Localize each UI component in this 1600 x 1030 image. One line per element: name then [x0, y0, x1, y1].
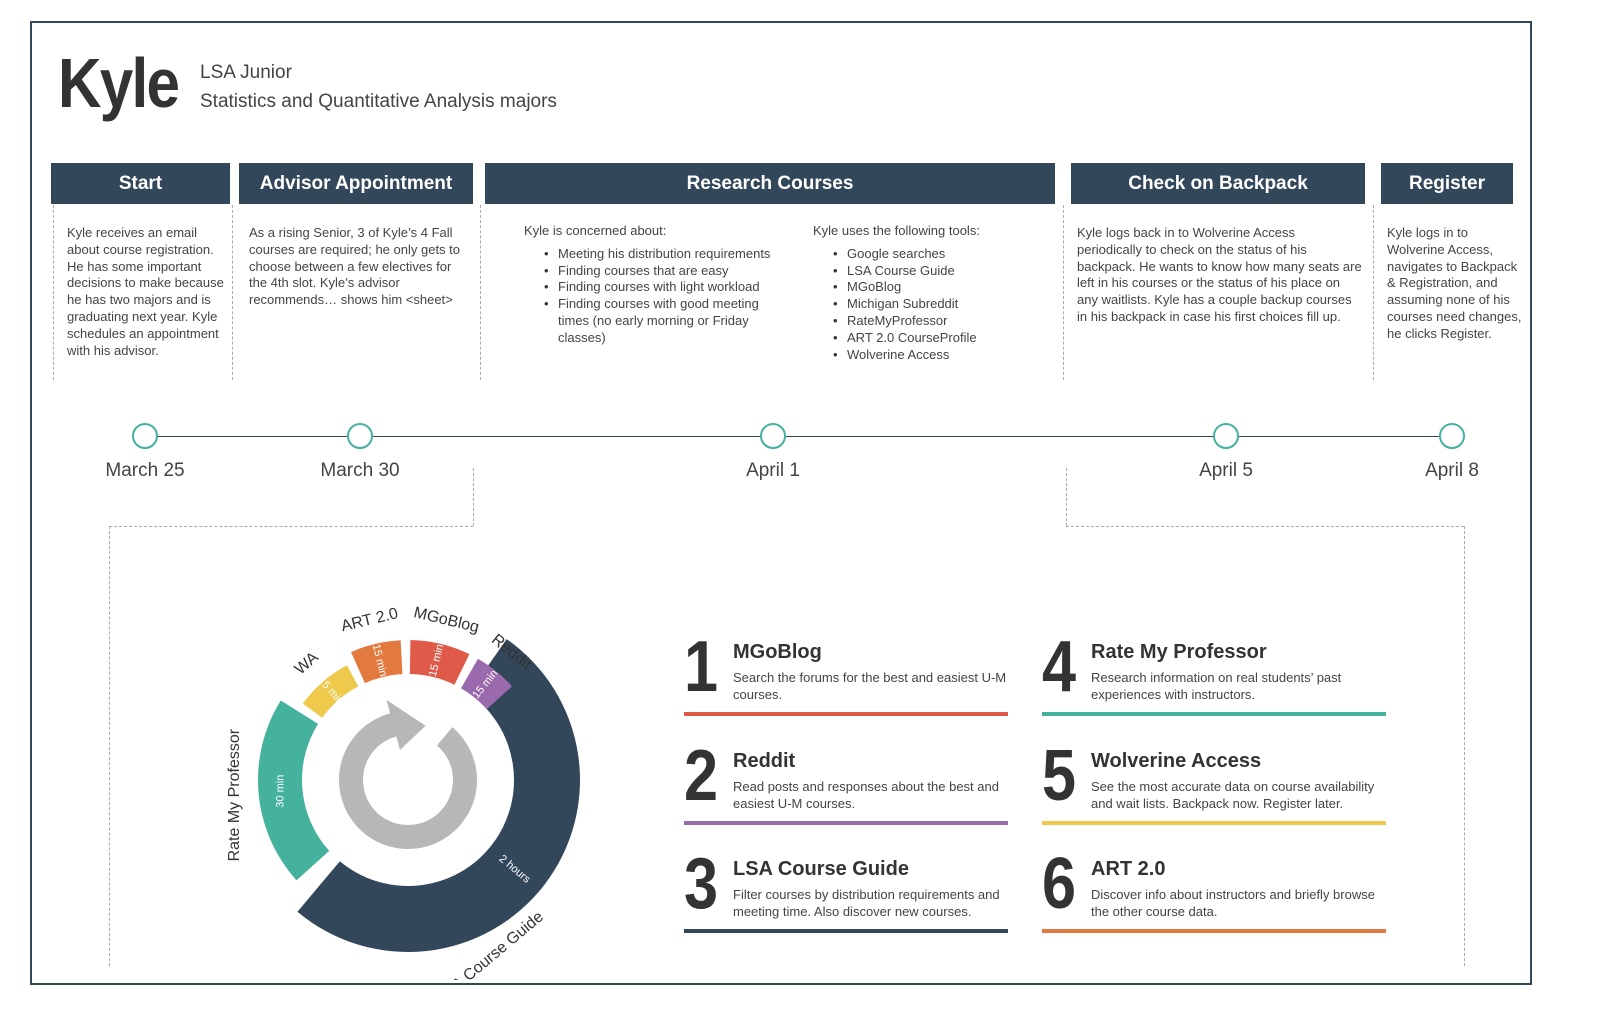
stage-description: Kyle logs back in to Wolverine Access pe… — [1077, 225, 1362, 324]
ring-segment-art-2-0 — [351, 640, 403, 684]
timeline-date: April 5 — [1199, 460, 1253, 481]
ring-segment-label: MGoBlog — [412, 604, 481, 636]
ring-segment-label: ART 2.0 — [339, 605, 400, 635]
resource-underline — [684, 929, 1008, 933]
stage-text-register: Kyle logs in to Wolverine Access, naviga… — [1373, 205, 1523, 380]
bracket-line — [1066, 468, 1067, 526]
timeline-date: March 25 — [105, 460, 185, 481]
ring-segment-wa — [302, 665, 359, 718]
resource-item-mgoblog: 1 MGoBlog Search the forums for the best… — [684, 631, 1008, 721]
timeline-node — [132, 423, 158, 449]
resource-item-art-2: 6 ART 2.0 Discover info about instructor… — [1042, 848, 1386, 938]
bracket-line — [109, 526, 473, 527]
resource-item-lsa-course-guide: 3 LSA Course Guide Filter courses by dis… — [684, 848, 1008, 938]
stage-header-backpack: Check on Backpack — [1071, 163, 1365, 204]
concerns-column: Kyle is concerned about: Meeting his dis… — [524, 205, 789, 347]
tool-item: Google searches — [833, 246, 1043, 263]
resource-item-reddit: 2 Reddit Read posts and responses about … — [684, 740, 1008, 830]
timeline-node — [1213, 423, 1239, 449]
ring-segment-duration: 30 min — [274, 775, 286, 808]
concern-item: Meeting his distribution requirements — [544, 246, 789, 263]
tool-item: LSA Course Guide — [833, 263, 1043, 280]
resource-description: Search the forums for the best and easie… — [733, 670, 1007, 702]
resource-title: Reddit — [733, 750, 796, 772]
bracket-line — [109, 526, 110, 966]
concern-item: Finding courses that are easy — [544, 263, 789, 280]
concern-item: Finding courses with good meeting times … — [544, 296, 789, 346]
ring-segment-lsa-course-guide — [297, 639, 580, 952]
stage-header-start: Start — [51, 163, 230, 204]
stage-header-advisor: Advisor Appointment — [239, 163, 473, 204]
bracket-line — [1464, 526, 1465, 966]
cycle-arrow-icon — [339, 712, 477, 849]
ring-segment-label: WA — [292, 649, 322, 679]
timeline-date: April 8 — [1425, 460, 1479, 481]
resource-item-wolverine-access: 5 Wolverine Access See the most accurate… — [1042, 740, 1386, 830]
persona-name: Kyle — [58, 44, 180, 122]
resource-number: 2 — [684, 736, 719, 816]
tools-column: Kyle uses the following tools: Google se… — [813, 205, 1043, 363]
tools-list: Google searchesLSA Course GuideMGoBlogMi… — [813, 246, 1043, 364]
resource-number: 5 — [1042, 736, 1077, 816]
resource-underline — [684, 821, 1008, 825]
ring-segment-label: Rate My Professor — [226, 728, 243, 861]
resource-description: Read posts and responses about the best … — [733, 779, 999, 811]
resource-underline — [684, 712, 1008, 716]
resource-number: 3 — [684, 844, 719, 924]
concerns-title: Kyle is concerned about: — [524, 223, 667, 238]
resource-title: MGoBlog — [733, 641, 822, 663]
cycle-arrowhead-icon — [386, 699, 426, 751]
resource-title: ART 2.0 — [1091, 858, 1166, 880]
resource-number: 1 — [684, 627, 719, 707]
stage-header-register: Register — [1381, 163, 1513, 204]
ring-segment-rate-my-professor — [258, 700, 330, 881]
persona-majors: Statistics and Quantitative Analysis maj… — [200, 91, 557, 112]
tools-title: Kyle uses the following tools: — [813, 223, 980, 238]
concerns-list: Meeting his distribution requirementsFin… — [524, 246, 789, 347]
ring-segment-mgoblog — [409, 640, 470, 685]
bracket-line — [1066, 526, 1464, 527]
resource-underline — [1042, 712, 1386, 716]
timeline-node — [347, 423, 373, 449]
tool-item: ART 2.0 CourseProfile — [833, 330, 1043, 347]
timeline-node — [1439, 423, 1465, 449]
stage-header-research: Research Courses — [485, 163, 1055, 204]
persona-year: LSA Junior — [200, 62, 292, 83]
tool-item: RateMyProfessor — [833, 313, 1043, 330]
stage-description: As a rising Senior, 3 of Kyle’s 4 Fall c… — [249, 225, 461, 308]
resource-title: LSA Course Guide — [733, 858, 909, 880]
resource-description: See the most accurate data on course ava… — [1091, 779, 1375, 811]
stage-description: Kyle receives an email about course regi… — [67, 225, 224, 358]
resource-number: 4 — [1042, 627, 1077, 707]
tool-item: Michigan Subreddit — [833, 296, 1043, 313]
stage-text-research: Kyle is concerned about: Meeting his dis… — [480, 205, 1050, 380]
resource-description: Research information on real students’ p… — [1091, 670, 1342, 702]
resource-underline — [1042, 821, 1386, 825]
timeline-node — [760, 423, 786, 449]
concern-item: Finding courses with light workload — [544, 279, 789, 296]
resource-number: 6 — [1042, 844, 1077, 924]
stage-text-advisor: As a rising Senior, 3 of Kyle’s 4 Fall c… — [232, 205, 472, 380]
stage-description: Kyle logs in to Wolverine Access, naviga… — [1387, 225, 1522, 341]
resource-description: Filter courses by distribution requireme… — [733, 887, 1000, 919]
timeline-line — [145, 436, 1453, 437]
stage-text-start: Kyle receives an email about course regi… — [53, 205, 228, 380]
resource-title: Rate My Professor — [1091, 641, 1267, 663]
tool-item: Wolverine Access — [833, 347, 1043, 364]
tool-item: MGoBlog — [833, 279, 1043, 296]
timeline-date: April 1 — [746, 460, 800, 481]
ring-segment-reddit — [461, 658, 513, 710]
resource-description: Discover info about instructors and brie… — [1091, 887, 1375, 919]
bracket-line — [473, 468, 474, 526]
resource-item-rate-my-professor: 4 Rate My Professor Research information… — [1042, 631, 1386, 721]
resource-title: Wolverine Access — [1091, 750, 1262, 772]
timeline-date: March 30 — [320, 460, 400, 481]
resource-underline — [1042, 929, 1386, 933]
persona-frame — [30, 21, 1532, 985]
stage-text-backpack: Kyle logs back in to Wolverine Access pe… — [1063, 205, 1363, 380]
